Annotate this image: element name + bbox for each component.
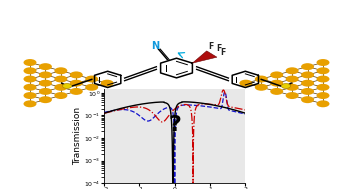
Circle shape [24, 84, 36, 91]
Circle shape [301, 63, 314, 70]
Text: F: F [209, 42, 214, 51]
Y-axis label: Transmission: Transmission [73, 107, 82, 165]
Circle shape [54, 84, 67, 91]
Text: N: N [151, 41, 159, 51]
Text: F: F [216, 44, 221, 53]
Circle shape [317, 100, 329, 107]
Circle shape [317, 84, 329, 91]
Circle shape [24, 92, 36, 99]
Circle shape [270, 80, 283, 87]
Circle shape [24, 100, 36, 107]
Circle shape [255, 76, 268, 83]
Circle shape [54, 67, 67, 74]
Circle shape [39, 80, 52, 87]
Circle shape [70, 88, 83, 95]
Circle shape [286, 67, 299, 74]
Circle shape [301, 96, 314, 103]
Circle shape [85, 84, 98, 91]
Circle shape [301, 80, 314, 87]
Circle shape [54, 92, 67, 99]
Circle shape [54, 76, 67, 83]
Circle shape [317, 59, 329, 66]
Circle shape [39, 63, 52, 70]
Circle shape [286, 84, 299, 91]
Circle shape [270, 88, 283, 95]
Circle shape [24, 76, 36, 83]
Circle shape [239, 80, 252, 87]
Circle shape [317, 76, 329, 83]
Circle shape [317, 92, 329, 99]
Circle shape [301, 88, 314, 95]
Circle shape [24, 67, 36, 74]
Circle shape [70, 80, 83, 87]
Circle shape [85, 76, 98, 83]
Circle shape [39, 71, 52, 78]
Circle shape [286, 76, 299, 83]
Circle shape [281, 84, 291, 88]
Circle shape [317, 67, 329, 74]
Circle shape [24, 59, 36, 66]
Circle shape [301, 71, 314, 78]
Circle shape [286, 92, 299, 99]
Circle shape [101, 80, 114, 87]
Circle shape [270, 71, 283, 78]
Text: F: F [220, 48, 225, 57]
Circle shape [39, 96, 52, 103]
Circle shape [255, 84, 268, 91]
Circle shape [70, 71, 83, 78]
Circle shape [39, 88, 52, 95]
Polygon shape [192, 51, 217, 63]
Circle shape [62, 84, 72, 88]
Text: ?: ? [168, 115, 181, 135]
